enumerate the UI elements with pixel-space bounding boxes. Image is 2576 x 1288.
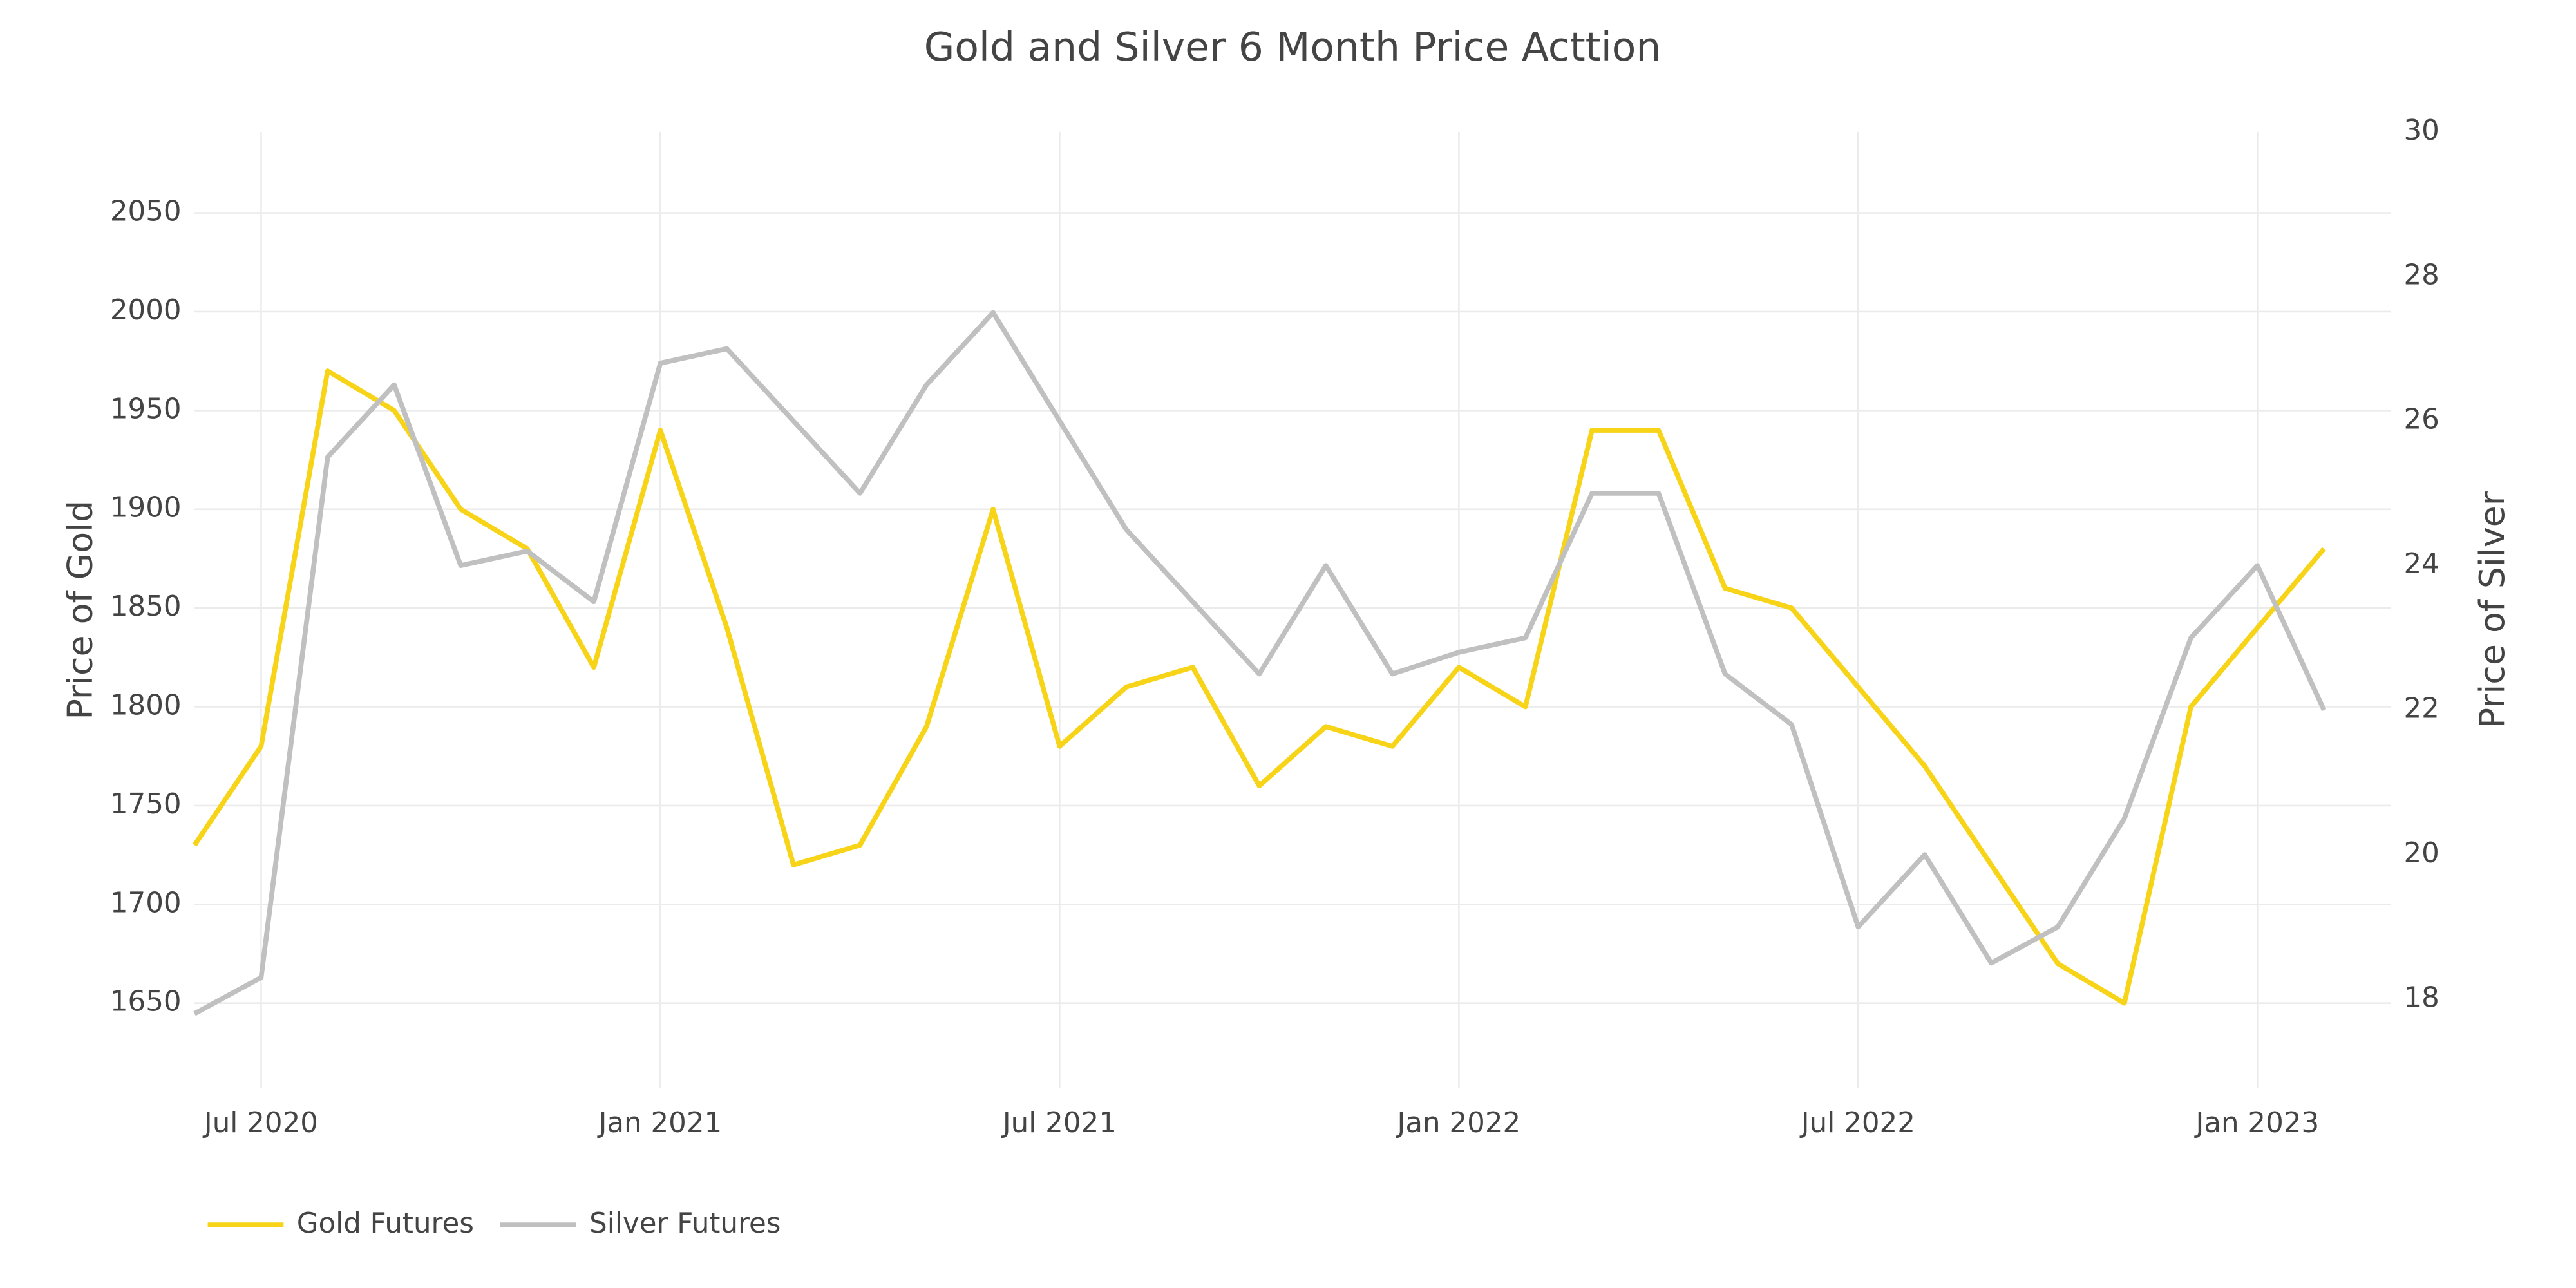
- legend-label: Gold Futures: [297, 1208, 474, 1240]
- series-line: [192, 368, 2326, 1006]
- y2-tick-label: 24: [2403, 548, 2439, 580]
- y2-tick-label: 30: [2403, 115, 2439, 147]
- chart-title: Gold and Silver 6 Month Price Acttion: [924, 24, 1662, 70]
- x-tick-label: Jul 2022: [1799, 1107, 1915, 1139]
- series-line: [193, 310, 2327, 1016]
- y2-axis-label: Price of Silver: [2472, 491, 2512, 728]
- y-tick-label: 1850: [110, 591, 182, 623]
- x-tick-label: Jan 2022: [1396, 1107, 1521, 1139]
- y-tick-label: 1700: [110, 887, 182, 919]
- y-tick-label: 2000: [110, 294, 182, 327]
- y-tick-label: 1950: [110, 393, 182, 425]
- x-tick-label: Jan 2021: [597, 1107, 723, 1139]
- x-tick-label: Jul 2020: [202, 1107, 318, 1139]
- y2-tick-label: 26: [2403, 404, 2439, 436]
- legend-label: Silver Futures: [589, 1208, 781, 1240]
- y-tick-label: 2050: [110, 196, 182, 228]
- y-tick-label: 1900: [110, 492, 182, 524]
- y2-tick-label: 28: [2403, 259, 2439, 291]
- x-tick-label: Jul 2021: [1001, 1107, 1117, 1139]
- y2-tick-label: 18: [2403, 982, 2439, 1014]
- y-axis-label: Price of Gold: [60, 500, 100, 720]
- y-tick-label: 1750: [110, 788, 182, 820]
- y2-tick-label: 20: [2403, 837, 2439, 869]
- y-tick-label: 1800: [110, 690, 182, 722]
- y2-tick-label: 22: [2403, 693, 2439, 725]
- y-tick-label: 1650: [110, 986, 182, 1018]
- x-tick-label: Jan 2023: [2194, 1107, 2320, 1139]
